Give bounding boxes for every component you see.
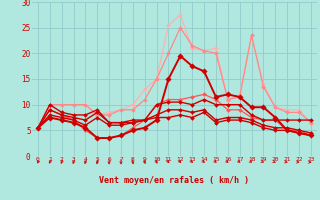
X-axis label: Vent moyen/en rafales ( km/h ): Vent moyen/en rafales ( km/h ) xyxy=(100,176,249,185)
